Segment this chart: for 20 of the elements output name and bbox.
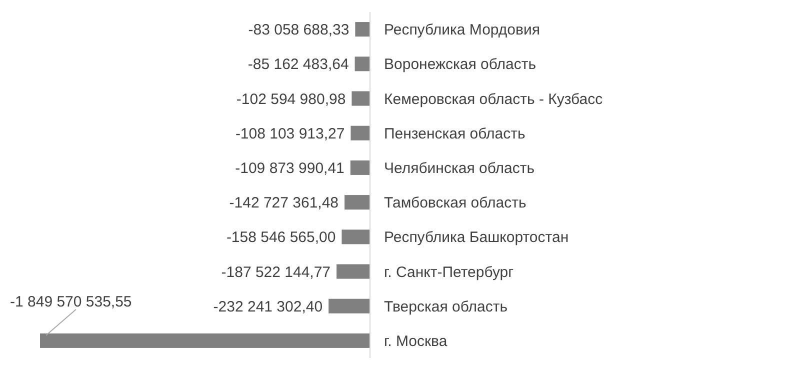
data-label: -85 162 483,64 xyxy=(248,56,349,74)
y-tick-label: Воронежская область xyxy=(384,56,536,74)
data-label: -142 727 361,48 xyxy=(229,194,339,212)
data-label: -109 873 990,41 xyxy=(235,160,344,177)
y-tick-label: Тверская область xyxy=(384,298,508,316)
y-tick-label: Пензенская область xyxy=(384,125,526,142)
data-label: -187 522 144,77 xyxy=(221,264,331,281)
data-label: -83 058 688,33 xyxy=(248,22,350,39)
data-label: -1 849 570 535,55 xyxy=(10,294,132,311)
y-tick-label: Республика Башкортостан xyxy=(384,229,569,246)
y-tick-label: г. Санкт-Петербург xyxy=(384,264,514,281)
y-tick-label: Кемеровская область - Кузбасс xyxy=(384,90,604,108)
y-tick-label: Республика Мордовия xyxy=(384,22,540,39)
y-tick-label: Челябинская область xyxy=(384,160,535,177)
data-label: -158 546 565,00 xyxy=(226,229,336,246)
data-label: -108 103 913,27 xyxy=(235,125,345,142)
y-tick-label: Тамбовская область xyxy=(384,194,526,212)
data-label: -102 594 980,98 xyxy=(236,90,346,108)
y-tick-label: г. Москва xyxy=(384,332,448,350)
data-label: -232 241 302,40 xyxy=(213,298,323,316)
